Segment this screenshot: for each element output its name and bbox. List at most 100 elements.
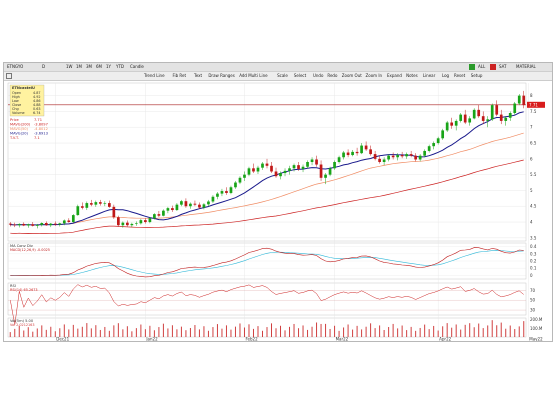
toolbar-item[interactable]: Redo <box>327 73 338 78</box>
red-badge-label[interactable]: SAT <box>499 64 507 69</box>
toolbar-item[interactable]: Text <box>193 73 203 78</box>
info-box-label: Close <box>12 103 21 107</box>
legend-value: 7.71 <box>34 118 42 122</box>
candle-body <box>98 202 102 204</box>
candle-body <box>274 171 278 177</box>
macd-tick-label: 0.3 <box>530 251 537 256</box>
volume-bar <box>41 325 43 337</box>
rsi-sub: RSI(14) 65.2673 <box>10 288 38 292</box>
macd-tick-label: 0 <box>530 273 533 278</box>
toolbar-item[interactable]: Fib Ret <box>172 73 187 78</box>
volume-bar <box>406 330 408 337</box>
cursor-icon[interactable] <box>6 73 12 79</box>
candle-body <box>265 163 269 166</box>
volume-bar <box>482 328 484 337</box>
candle-body <box>193 203 197 205</box>
candle-body <box>62 220 66 224</box>
volume-bar <box>460 329 462 337</box>
volume-bar <box>424 324 426 337</box>
volume-bar <box>469 323 471 337</box>
volume-bar <box>473 327 475 337</box>
price-tick-label: 6.5 <box>530 141 537 146</box>
toolbar-item[interactable]: Log <box>441 73 450 78</box>
toolbar-item[interactable]: Zoom In <box>365 73 383 78</box>
toolbar-item[interactable]: Select <box>293 73 307 78</box>
volume-bar <box>370 323 372 337</box>
period-3m[interactable]: 3M <box>86 64 92 69</box>
period-1w[interactable]: 1W <box>66 64 73 69</box>
interval-label[interactable]: D <box>42 64 46 69</box>
volume-bar <box>180 326 182 337</box>
candle-body <box>225 191 228 193</box>
symbol-label[interactable]: ETNGYO <box>7 64 24 69</box>
candle-body <box>270 165 273 172</box>
candle-body <box>247 168 251 175</box>
candle-body <box>121 222 125 226</box>
toolbar-item[interactable]: Undo <box>312 73 324 78</box>
green-badge-icon[interactable] <box>469 64 475 70</box>
candle-body <box>58 223 62 225</box>
candle-body <box>355 151 359 154</box>
period-1y[interactable]: 1Y <box>106 64 111 69</box>
toolbar-item[interactable]: Reset <box>454 73 466 78</box>
toolbar-item[interactable]: Linear <box>422 73 436 78</box>
candle-body <box>324 174 327 178</box>
time-tick-label: Apr22 <box>439 337 451 342</box>
info-box-label: High <box>12 95 20 99</box>
candle-body <box>148 218 152 223</box>
volume-bar <box>63 324 65 337</box>
period-ytd[interactable]: YTD <box>116 64 124 69</box>
volume-bar <box>298 328 300 337</box>
toolbar-item[interactable]: Expand <box>387 73 402 78</box>
candle-body <box>387 155 390 160</box>
candle-body <box>166 208 170 211</box>
chart-canvas[interactable]: 3.5 4 4.5 5 5.5 6 6.5 7 7.5 8 Dec21 Jan22 Feb22 Mar22… <box>4 81 552 341</box>
volume-bar <box>18 325 20 337</box>
volume-bar <box>108 330 110 337</box>
volume-bar <box>230 329 232 337</box>
candle-body <box>279 173 282 177</box>
candle-body <box>234 182 237 188</box>
candle-body <box>80 206 84 208</box>
candle-body <box>126 222 129 226</box>
volume-bar <box>135 328 137 337</box>
macd-tick-label: 0.1 <box>530 266 537 271</box>
volume-bar <box>59 328 61 337</box>
time-tick-label: Jan22 <box>145 337 158 342</box>
candle-body <box>202 204 206 208</box>
material-label[interactable]: MATERIAL <box>516 64 536 69</box>
candle-body <box>157 214 161 216</box>
toolbar-item[interactable]: Trend Line <box>144 73 165 78</box>
candle-body <box>153 214 156 219</box>
volume-bar <box>176 329 178 337</box>
candle-body <box>189 203 192 207</box>
volume-bar <box>221 328 223 337</box>
volume-bar <box>293 323 295 337</box>
price-tick-label: 7.5 <box>530 109 537 114</box>
toolbar-item[interactable]: Add Multi Line <box>239 73 268 78</box>
volume-bar <box>207 330 209 337</box>
legend-value: -4.8012 <box>34 127 48 131</box>
candle-body <box>342 152 345 158</box>
toolbar-item[interactable]: Scale <box>277 73 288 78</box>
red-badge-icon[interactable] <box>490 64 496 70</box>
toolbar-item[interactable]: Draw Ranges <box>208 73 235 78</box>
volume-bar <box>243 327 245 337</box>
period-1m[interactable]: 1M <box>76 64 82 69</box>
volume-bar <box>99 329 101 337</box>
candle-body <box>427 146 431 151</box>
volume-bar <box>234 326 236 337</box>
candle-body <box>486 119 490 121</box>
toolbar-item[interactable]: Notes <box>406 73 418 78</box>
legend-value: 7.1 <box>34 136 40 140</box>
toolbar-item[interactable]: Zoom Out <box>341 73 362 78</box>
candle-body <box>130 223 134 226</box>
macd-line <box>10 247 524 278</box>
green-badge-label[interactable]: ALL <box>478 64 486 69</box>
toolbar-item[interactable]: Setup <box>470 73 483 78</box>
candle-body <box>211 196 215 202</box>
chart-style-select[interactable]: Candle <box>130 64 144 69</box>
volume-bar <box>198 329 200 337</box>
period-6m[interactable]: 6M <box>96 64 102 69</box>
candle-body <box>468 118 472 123</box>
